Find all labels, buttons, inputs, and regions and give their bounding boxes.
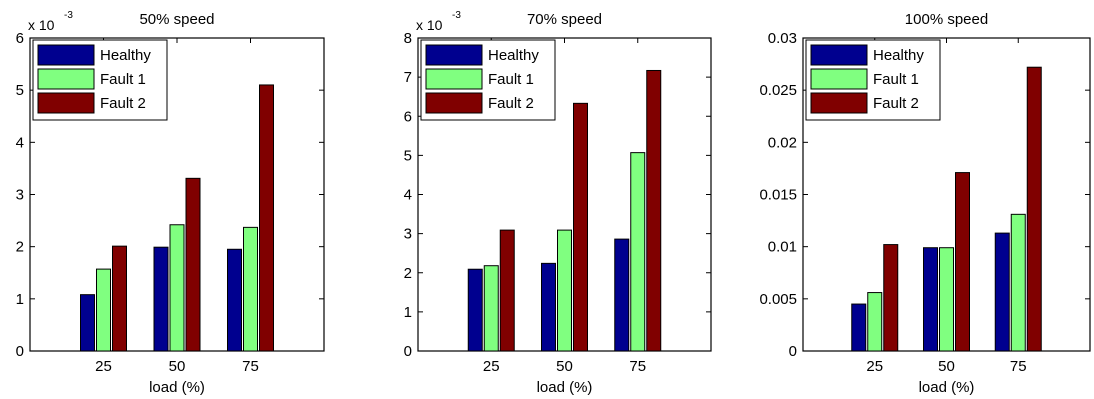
y-exponent-label: x 10	[416, 17, 443, 33]
y-exponent-power: -3	[452, 10, 461, 21]
bar-fault2	[259, 84, 274, 352]
bar-fault1	[96, 268, 111, 352]
legend-label-fault1: Fault 1	[100, 71, 146, 88]
legend-swatch-healthy	[425, 44, 483, 66]
x-tick-label: 50	[938, 358, 955, 375]
bar-fault2	[112, 245, 127, 352]
bar-fault1	[867, 292, 883, 352]
y-tick-label: 8	[404, 30, 412, 47]
y-tick-label: 0.01	[768, 239, 797, 256]
chart-title: 50% speed	[139, 11, 214, 28]
y-tick-label: 0	[16, 343, 24, 360]
legend-label-fault2: Fault 2	[873, 95, 919, 112]
x-axis-label: load (%)	[919, 379, 975, 396]
y-tick-label: 0.025	[759, 82, 797, 99]
legend-label-fault2: Fault 2	[488, 95, 534, 112]
y-tick-label: 6	[404, 108, 412, 125]
y-tick-label: 0.02	[768, 134, 797, 151]
bar-healthy	[467, 268, 483, 352]
legend-swatch-fault1	[37, 68, 95, 90]
legend-label-fault2: Fault 2	[100, 95, 146, 112]
y-tick-label: 4	[404, 187, 412, 204]
bar-fault1	[243, 226, 258, 352]
bar-healthy	[851, 303, 867, 352]
y-tick-label: 5	[404, 147, 412, 164]
y-tick-label: 0	[404, 343, 412, 360]
x-tick-label: 75	[1010, 358, 1027, 375]
bar-healthy	[80, 294, 95, 352]
chart-70-speed: 0 1 2 3 4 5 6 7 8 25 50 75 70% speed load (%) x 10 -3 He…	[404, 10, 712, 396]
bar-healthy	[153, 246, 169, 352]
y-exponent-power: -3	[64, 10, 73, 21]
x-tick-label: 75	[242, 358, 259, 375]
x-axis-label: load (%)	[537, 379, 593, 396]
chart-100-speed: 0 0.005 0.01 0.015 0.02 0.025 0.03 25 50 75 100% s…	[759, 11, 1091, 396]
legend-label-fault1: Fault 1	[873, 71, 919, 88]
legend-swatch-fault2	[37, 92, 95, 114]
legend-swatch-fault2	[810, 92, 868, 114]
chart-title: 70% speed	[527, 11, 602, 28]
y-tick-label: 2	[16, 239, 24, 256]
y-tick-label: 7	[404, 69, 412, 86]
y-tick-label: 4	[16, 134, 24, 151]
x-tick-label: 25	[95, 358, 112, 375]
y-tick-label: 3	[404, 226, 412, 243]
x-tick-label: 25	[866, 358, 883, 375]
legend-label-healthy: Healthy	[100, 47, 151, 64]
y-tick-label: 1	[404, 304, 412, 321]
x-tick-label: 75	[629, 358, 646, 375]
x-tick-label: 50	[169, 358, 186, 375]
bar-fault1	[169, 224, 185, 352]
bar-fault1	[630, 152, 646, 352]
y-tick-label: 0	[789, 343, 797, 360]
legend-swatch-healthy	[37, 44, 95, 66]
x-tick-label: 50	[556, 358, 573, 375]
bar-fault2	[1026, 66, 1042, 352]
y-tick-label: 0.005	[759, 291, 797, 308]
bar-fault2	[185, 177, 201, 352]
bar-fault1	[939, 247, 954, 352]
y-tick-label: 1	[16, 291, 24, 308]
bar-fault2	[646, 69, 662, 352]
legend-label-healthy: Healthy	[488, 47, 539, 64]
bar-healthy	[541, 262, 556, 352]
legend-label-fault1: Fault 1	[488, 71, 534, 88]
legend-swatch-fault2	[425, 92, 483, 114]
bar-fault1	[557, 229, 572, 352]
y-tick-label: 5	[16, 82, 24, 99]
y-tick-label: 3	[16, 187, 24, 204]
y-tick-label: 0.03	[768, 30, 797, 47]
bar-fault1	[483, 265, 499, 352]
chart-title: 100% speed	[905, 11, 988, 28]
legend-swatch-fault1	[810, 68, 868, 90]
x-tick-label: 25	[483, 358, 500, 375]
bar-healthy	[614, 238, 630, 352]
y-exponent-label: x 10	[28, 17, 55, 33]
bar-healthy	[923, 247, 938, 352]
bar-fault2	[883, 244, 899, 352]
y-tick-label: 6	[16, 30, 24, 47]
legend-label-healthy: Healthy	[873, 47, 924, 64]
bar-fault2	[955, 172, 970, 352]
bar-fault2	[499, 229, 515, 352]
x-axis-label: load (%)	[149, 379, 205, 396]
chart-50-speed: 0 1 2 3 4 5 6 25 50 75 50% speed load (%) x 10 -3 Heal…	[16, 10, 325, 396]
bar-fault2	[573, 102, 588, 352]
legend-swatch-healthy	[810, 44, 868, 66]
bar-healthy	[227, 248, 242, 352]
bar-fault1	[1010, 213, 1026, 352]
y-tick-label: 2	[404, 265, 412, 282]
bar-healthy	[994, 232, 1010, 352]
y-tick-label: 0.015	[759, 187, 797, 204]
legend-swatch-fault1	[425, 68, 483, 90]
